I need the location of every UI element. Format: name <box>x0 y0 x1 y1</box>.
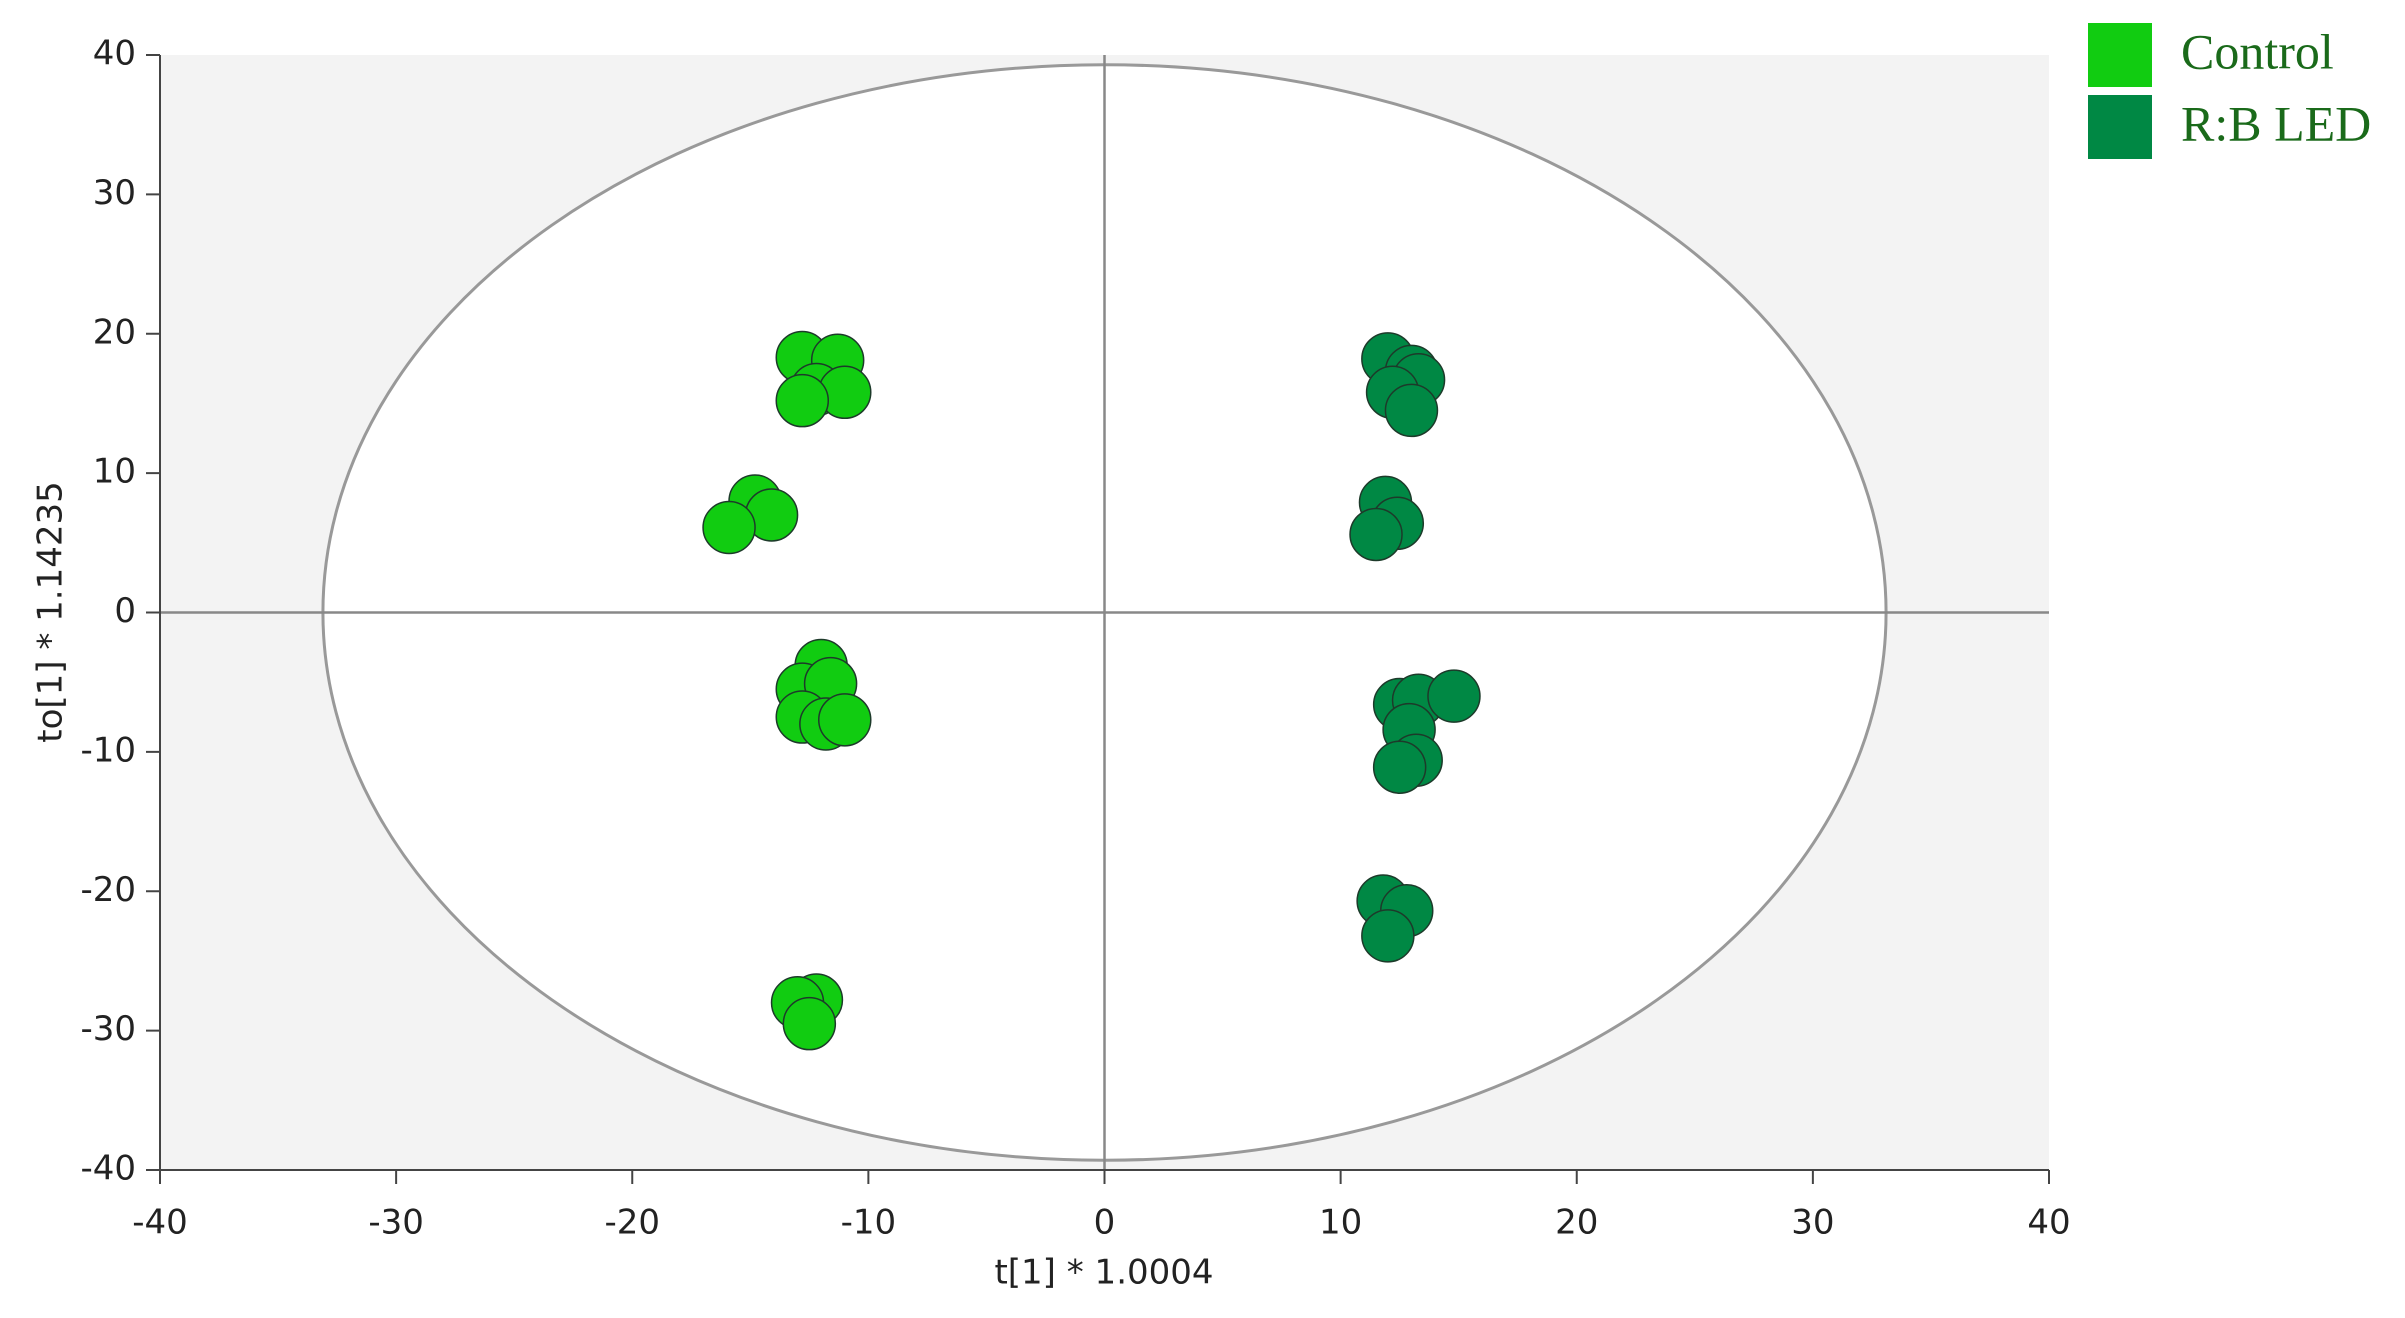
point <box>1361 909 1415 963</box>
y-tick-label: -30 <box>80 1009 136 1049</box>
x-tick-label: 0 <box>1094 1203 1116 1243</box>
x-tick-label: -10 <box>841 1203 897 1243</box>
x-tick-label: -40 <box>132 1203 188 1243</box>
y-tick-label: 10 <box>93 452 136 492</box>
point <box>1372 740 1427 794</box>
legend-text: Control <box>2181 23 2334 79</box>
y-tick-label: 30 <box>93 173 136 213</box>
y-tick-label: -10 <box>80 730 136 770</box>
legend-text: R:B LED <box>2181 95 2371 151</box>
point <box>1349 507 1403 562</box>
x-tick-label: -30 <box>368 1203 424 1243</box>
point <box>702 500 756 555</box>
legend-swatch <box>2088 23 2152 87</box>
y-tick-label: -40 <box>80 1149 136 1189</box>
y-axis-title: to[1] * 1.14235 <box>31 481 71 743</box>
y-tick-label: 40 <box>93 34 136 74</box>
x-tick-label: 20 <box>1555 1203 1598 1243</box>
point <box>775 373 830 428</box>
y-tick-label: 0 <box>114 591 136 631</box>
point <box>818 693 872 747</box>
point <box>782 996 837 1051</box>
y-tick-label: 20 <box>93 312 136 352</box>
x-tick-label: 30 <box>1791 1203 1834 1243</box>
x-axis-title: t[1] * 1.0004 <box>994 1253 1213 1293</box>
point <box>1427 669 1481 723</box>
y-tick-label: -20 <box>80 870 136 910</box>
x-tick-label: 40 <box>2027 1203 2070 1243</box>
legend-swatch <box>2088 95 2152 159</box>
point <box>1384 383 1439 438</box>
x-tick-label: -20 <box>604 1203 660 1243</box>
x-tick-label: 10 <box>1319 1203 1362 1243</box>
